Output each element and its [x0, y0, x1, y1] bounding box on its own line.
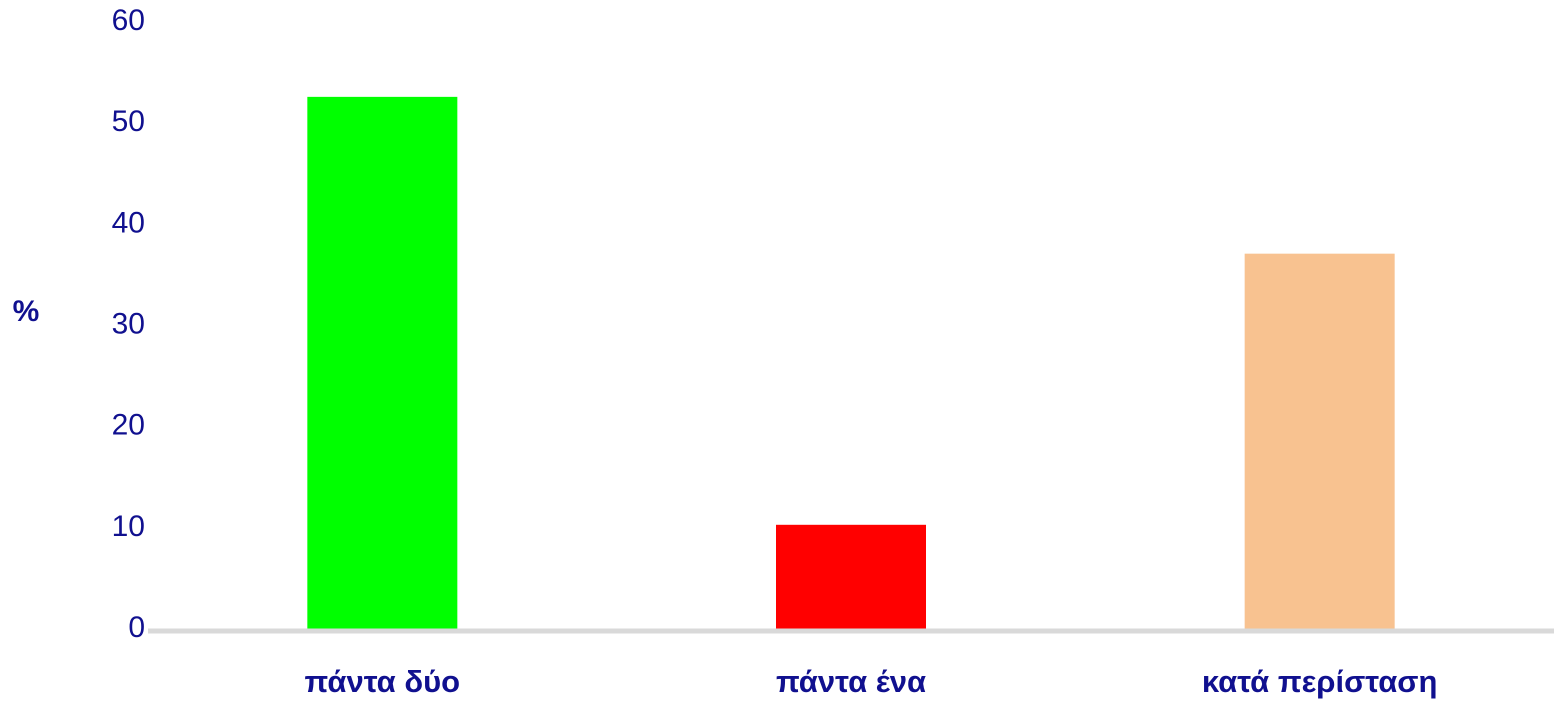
- x-tick-label: πάντα δύο: [305, 664, 461, 699]
- y-tick-label: 50: [112, 105, 145, 138]
- y-tick-label: 60: [112, 4, 145, 37]
- y-tick-label: 20: [112, 409, 145, 442]
- y-tick-label: 30: [112, 307, 145, 340]
- y-tick-label: 0: [128, 611, 145, 644]
- bar: [307, 96, 458, 629]
- x-tick-label: κατά περίσταση: [1202, 664, 1438, 699]
- y-axis-label: %: [13, 295, 40, 328]
- bar: [776, 524, 926, 629]
- x-tick-label: πάντα ένα: [776, 664, 926, 699]
- y-tick-label: 10: [112, 510, 145, 543]
- bar: [1244, 253, 1395, 629]
- y-tick-label: 40: [112, 206, 145, 239]
